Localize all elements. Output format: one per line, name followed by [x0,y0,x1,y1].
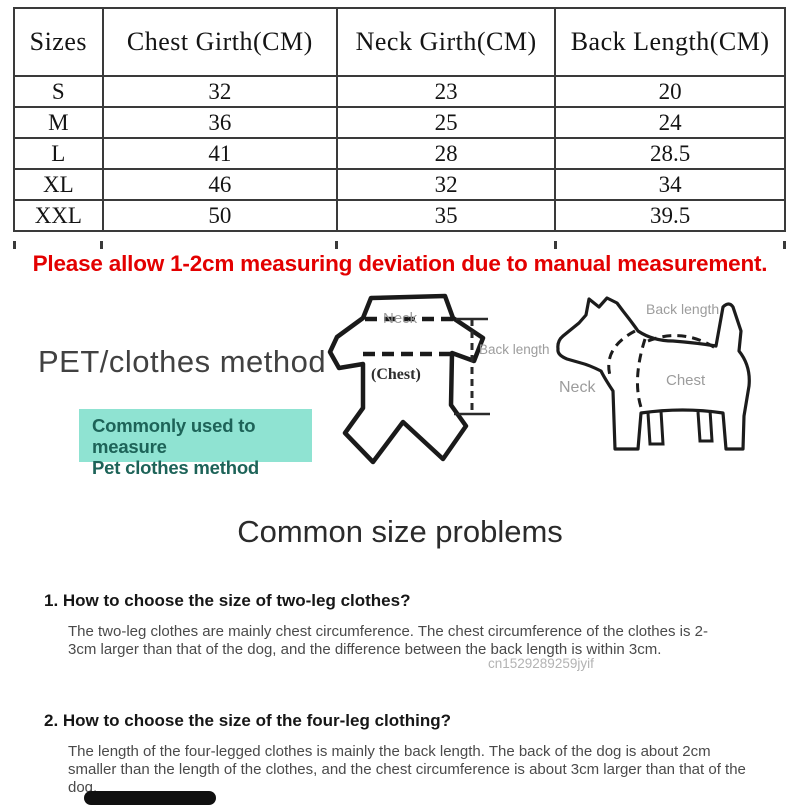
table-header-neck-girth: Neck Girth(CM) [336,7,557,77]
pet-clothes-method-title: PET/clothes method [38,344,327,379]
dog-chest-label: Chest [666,372,706,389]
table-row: M 36 25 24 [13,106,786,139]
table-cell-size: M [13,106,104,139]
table-row: S 32 23 20 [13,75,786,108]
size-table-grid: Sizes Chest Girth(CM) Neck Girth(CM) Bac… [13,7,786,232]
table-crop-stub [554,241,557,249]
table-cell: 35 [336,199,557,232]
table-cell: 24 [554,106,786,139]
dog-neck-label: Neck [559,379,596,396]
highlight-line-1: Commonly used to measure [92,415,256,457]
clothes-back-length-label: Back length [479,342,550,357]
dog-diagram: Back length Neck Chest [553,291,800,463]
table-cell: 41 [101,137,339,170]
table-header-chest-girth: Chest Girth(CM) [101,7,339,77]
dog-back-length-label: Back length [646,301,720,317]
common-size-problems-title: Common size problems [237,514,563,549]
measure-method-highlight: Commonly used to measure Pet clothes met… [79,409,312,478]
dog-outline-drawing [556,296,751,451]
table-cell: 34 [554,168,786,201]
table-header-back-length: Back Length(CM) [554,7,786,77]
table-cell: 28 [336,137,557,170]
table-cell-size: XL [13,168,104,201]
size-table: Sizes Chest Girth(CM) Neck Girth(CM) Bac… [13,7,786,232]
table-cell: 23 [336,75,557,108]
bottom-bar-decoration [84,791,216,805]
clothes-outline-drawing [327,293,490,465]
table-header-sizes: Sizes [13,7,104,77]
table-cell: 20 [554,75,786,108]
table-cell-size: S [13,75,104,108]
table-cell: 25 [336,106,557,139]
clothes-chest-label: (Chest) [371,366,421,383]
table-cell: 39.5 [554,199,786,232]
answer-four-leg: The length of the four-legged clothes is… [68,743,746,796]
table-cell: 36 [101,106,339,139]
table-row: XL 46 32 34 [13,168,786,201]
question-two-leg: 1. How to choose the size of two-leg clo… [44,591,411,610]
table-cell-size: L [13,137,104,170]
table-crop-stub [783,241,786,249]
table-crop-stub [13,241,16,249]
table-cell: 32 [101,75,339,108]
watermark-text: cn1529289259jyif [488,656,594,671]
table-cell: 28.5 [554,137,786,170]
answer-two-leg: The two-leg clothes are mainly chest cir… [68,623,708,658]
question-four-leg: 2. How to choose the size of the four-le… [44,711,452,730]
table-cell-size: XXL [13,199,104,232]
table-cell: 32 [336,168,557,201]
table-cell: 46 [101,168,339,201]
table-row: XXL 50 35 39.5 [13,199,786,232]
highlight-line-2: Pet clothes method [92,457,260,478]
table-cell: 50 [101,199,339,232]
table-row: L 41 28 28.5 [13,137,786,170]
clothes-neck-label: Neck [383,310,418,327]
pet-clothes-diagram: Neck (Chest) Back length [325,292,560,478]
table-crop-stub [100,241,103,249]
table-header-row: Sizes Chest Girth(CM) Neck Girth(CM) Bac… [13,7,786,77]
table-crop-stub [335,241,338,249]
measuring-deviation-notice: Please allow 1-2cm measuring deviation d… [32,251,768,276]
